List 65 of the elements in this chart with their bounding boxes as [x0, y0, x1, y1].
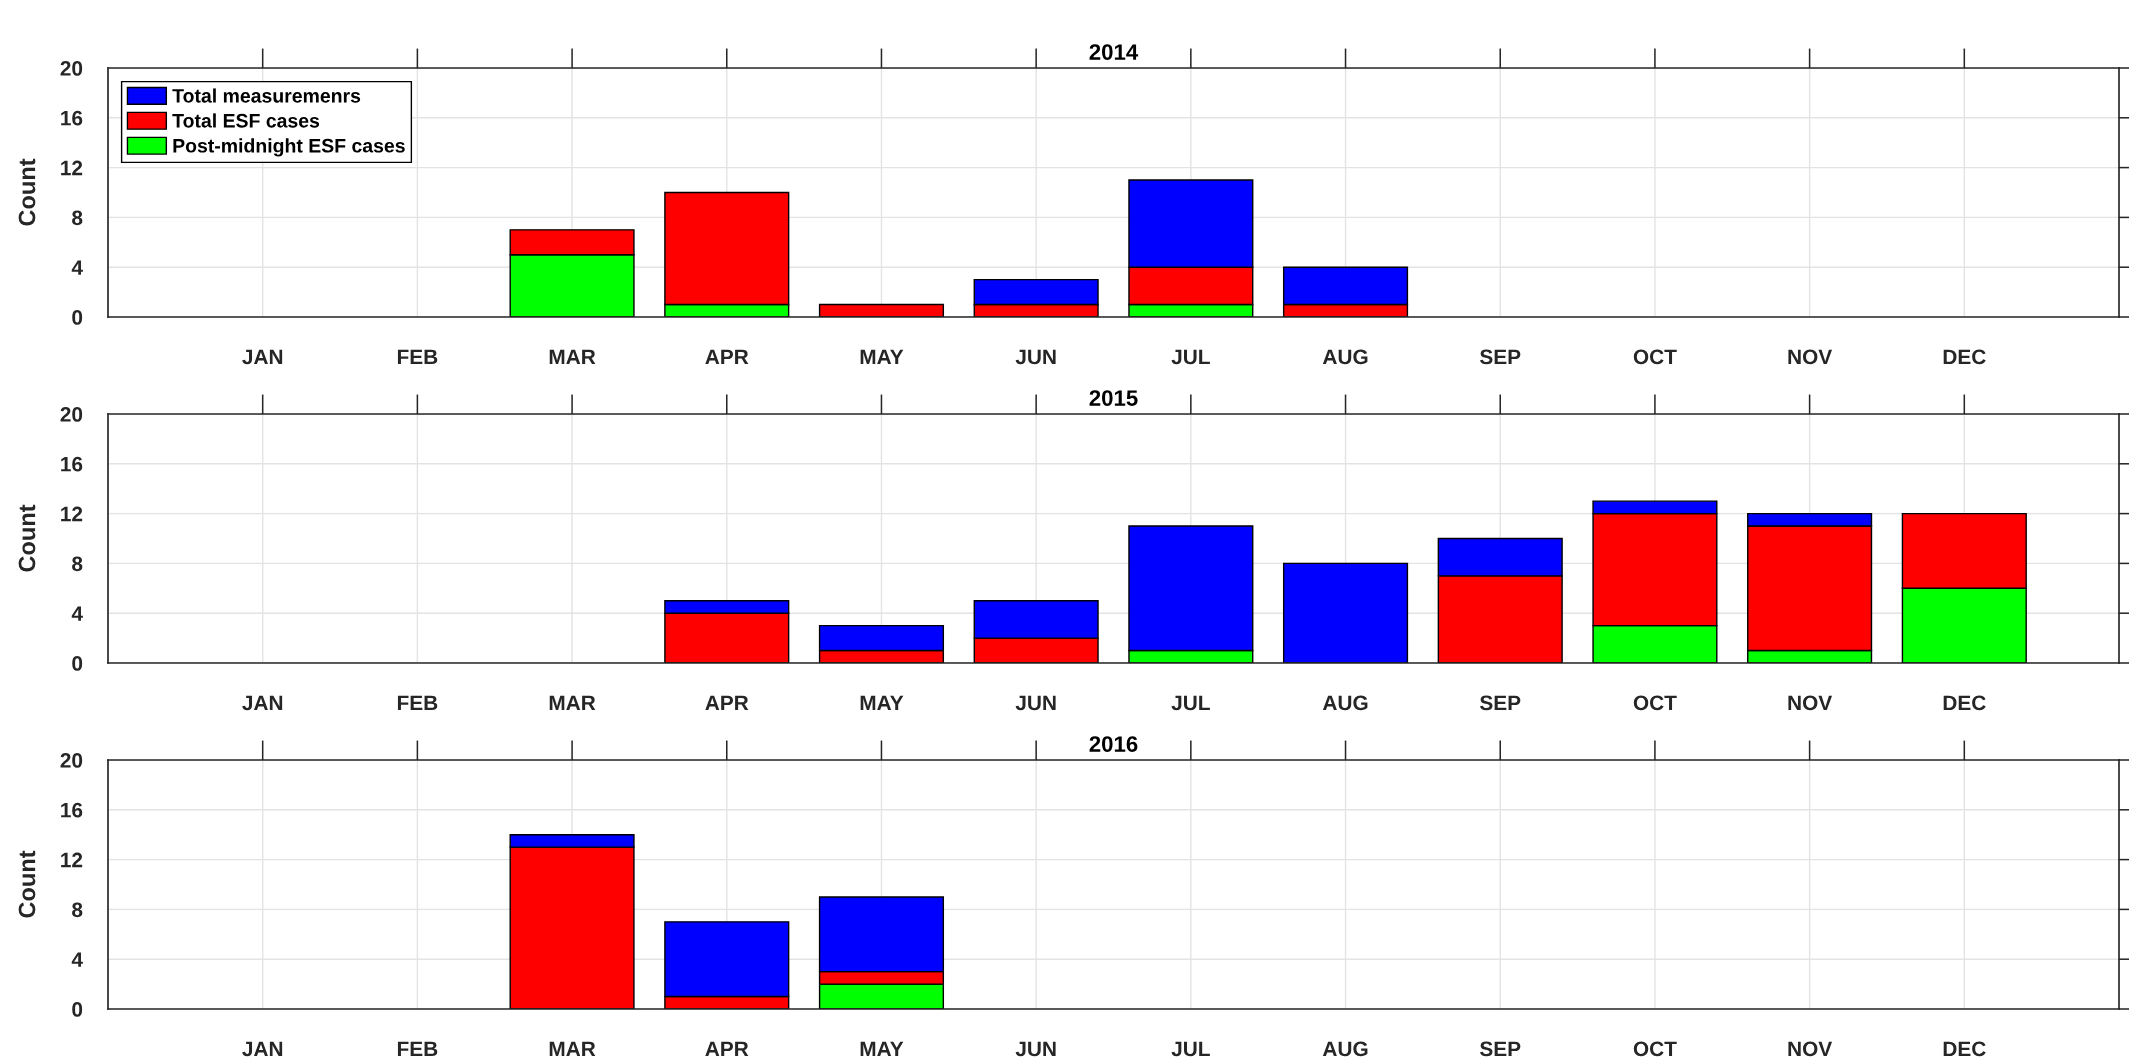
x-tick-label: AUG — [1322, 695, 1368, 711]
y-tick-label: 20 — [60, 61, 83, 76]
x-tick-label: APR — [705, 695, 749, 711]
bar — [818, 303, 945, 317]
x-tick-label: JUL — [1171, 695, 1210, 711]
x-tick-label: MAY — [860, 1041, 904, 1057]
legend-label: Post-midnight ESF cases — [173, 138, 405, 157]
y-tick-label: 0 — [72, 656, 83, 671]
x-tick-label: FEB — [397, 695, 438, 711]
y-tick-label: 4 — [71, 606, 83, 621]
x-tick-label: MAY — [860, 695, 904, 711]
x-tick-label: JUN — [1015, 1041, 1056, 1057]
y-tick-label: 12 — [61, 160, 83, 176]
y-tick-label: 12 — [61, 852, 83, 868]
y-tick-label: 0 — [72, 1002, 83, 1017]
x-tick-label: DEC — [1943, 349, 1986, 365]
x-tick-label: FEB — [397, 349, 438, 365]
x-tick-label: OCT — [1633, 695, 1677, 711]
y-tick-label: 16 — [61, 110, 83, 126]
x-tick-label: NOV — [1788, 349, 1833, 365]
x-tick-label: APR — [705, 1041, 749, 1057]
y-tick-label: 8 — [72, 556, 83, 572]
legend-label: Total ESF cases — [172, 113, 320, 128]
x-tick-label: OCT — [1633, 349, 1677, 365]
y-tick-label: 8 — [72, 902, 83, 918]
y-tick-label: 20 — [60, 753, 83, 768]
x-tick-label: SEP — [1479, 1041, 1521, 1057]
x-tick-label: DEC — [1943, 1041, 1986, 1057]
legend-label: Total measuremenrs — [172, 88, 361, 103]
x-tick-label: SEP — [1479, 695, 1521, 711]
y-axis-title: Count — [18, 504, 36, 572]
x-tick-label: SEP — [1479, 349, 1521, 365]
x-tick-label: JAN — [242, 349, 283, 365]
y-tick-label: 12 — [61, 506, 83, 522]
bar — [1282, 562, 1409, 663]
x-tick-label: MAR — [549, 695, 596, 711]
x-tick-label: NOV — [1788, 695, 1833, 711]
x-tick-label: JAN — [242, 695, 283, 711]
x-tick-label: NOV — [1788, 1041, 1833, 1057]
x-tick-label: FEB — [397, 1041, 438, 1057]
x-tick-label: JAN — [242, 1041, 283, 1057]
y-tick-label: 0 — [72, 310, 83, 325]
x-tick-label: MAR — [549, 349, 596, 365]
x-tick-label: APR — [705, 349, 749, 365]
chart-title: 2016 — [1089, 736, 1138, 752]
y-tick-label: 8 — [72, 210, 83, 226]
y-tick-label: 4 — [71, 260, 83, 275]
x-tick-label: DEC — [1943, 695, 1986, 711]
y-tick-label: 16 — [61, 802, 83, 818]
y-tick-label: 16 — [61, 456, 83, 472]
x-tick-label: AUG — [1322, 1041, 1368, 1057]
y-axis-title: Count — [18, 850, 36, 918]
y-axis-title: Count — [18, 158, 36, 226]
chart-title: 2014 — [1089, 44, 1139, 60]
x-tick-label: OCT — [1633, 1041, 1677, 1057]
y-tick-label: 20 — [60, 407, 83, 422]
x-tick-label: JUN — [1015, 349, 1056, 365]
x-tick-label: JUL — [1171, 349, 1210, 365]
x-tick-label: JUN — [1015, 695, 1056, 711]
chart-title: 2015 — [1089, 390, 1138, 406]
x-tick-label: MAR — [549, 1041, 596, 1057]
x-tick-label: AUG — [1322, 349, 1368, 365]
x-tick-label: JUL — [1171, 1041, 1210, 1057]
x-tick-label: MAY — [860, 349, 904, 365]
y-tick-label: 4 — [71, 952, 83, 967]
